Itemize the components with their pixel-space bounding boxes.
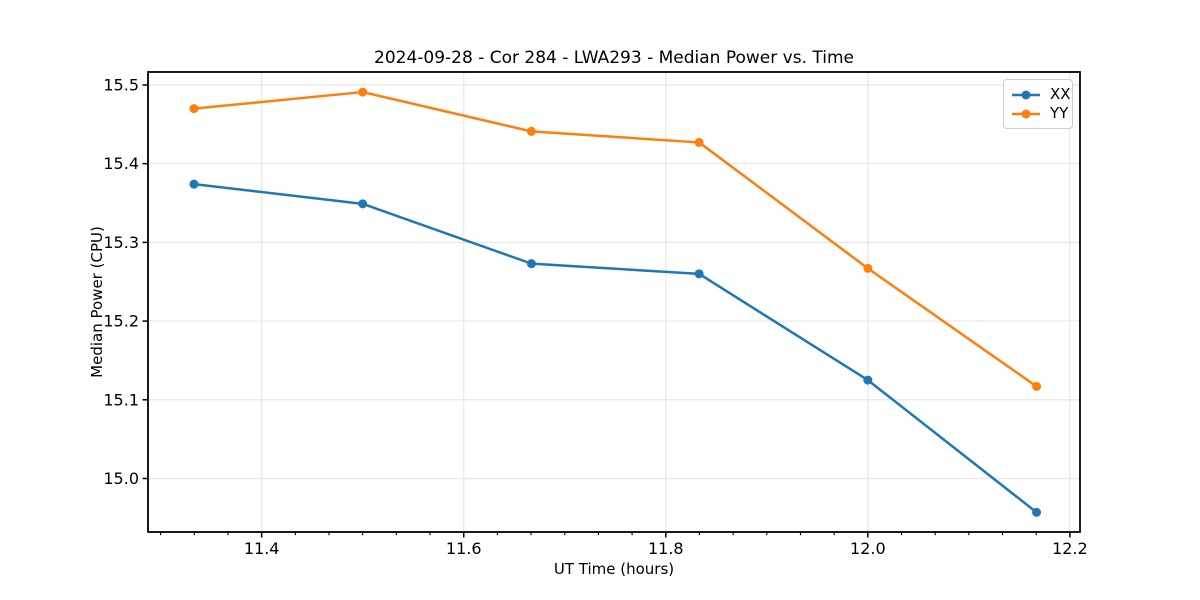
- data-point-yy: [526, 126, 536, 136]
- legend-entry-yy: YY: [1011, 104, 1068, 123]
- legend-label-xx: XX: [1050, 85, 1071, 103]
- x-tick-label: 11.8: [648, 539, 684, 558]
- series-line-xx: [192, 182, 1038, 514]
- x-tick-label: 11.4: [244, 539, 280, 558]
- data-point-yy: [694, 137, 704, 147]
- data-point-xx: [358, 199, 368, 209]
- y-tick-label: 15.0: [103, 469, 139, 488]
- legend: XX YY: [1003, 79, 1073, 129]
- data-point-yy: [358, 87, 368, 97]
- series-yy: [189, 87, 1042, 391]
- legend-label-yy: YY: [1050, 104, 1069, 122]
- gridlines: [148, 72, 1080, 532]
- data-point-xx: [863, 375, 873, 385]
- plot-border: [147, 71, 1081, 533]
- x-tick-label: 11.6: [446, 539, 482, 558]
- y-tick-label: 15.5: [103, 75, 139, 94]
- chart-title: 2024-09-28 - Cor 284 - LWA293 - Median P…: [374, 48, 854, 68]
- data-point-yy: [189, 104, 199, 114]
- data-point-yy: [863, 263, 873, 273]
- legend-line-sample-xx-icon: [1012, 90, 1040, 99]
- data-point-yy: [1032, 381, 1042, 391]
- x-tick-label: 12.2: [1052, 539, 1088, 558]
- x-axis-label: UT Time (hours): [553, 560, 675, 578]
- data-point-xx: [189, 179, 199, 189]
- legend-line-sample-yy-icon: [1012, 109, 1040, 118]
- ticks-and-tick-labels: 11.4 11.6 11.8 12.0 12.2 15.0 15.1 15.2 15.3 15.4…: [103, 75, 1087, 558]
- series-xx: [189, 179, 1042, 517]
- data-point-xx: [526, 259, 536, 269]
- series-line-yy: [192, 90, 1038, 388]
- data-point-xx: [694, 269, 704, 279]
- y-tick-label: 15.3: [103, 233, 139, 252]
- x-tick-label: 12.0: [850, 539, 886, 558]
- y-axis-label: Median Power (CPU): [88, 226, 106, 378]
- legend-entry-xx: XX: [1011, 85, 1071, 104]
- data-point-xx: [1032, 507, 1042, 517]
- y-tick-label: 15.1: [103, 390, 139, 409]
- y-tick-label: 15.2: [103, 312, 139, 331]
- y-tick-label: 15.4: [103, 154, 139, 173]
- spines: [147, 71, 1081, 533]
